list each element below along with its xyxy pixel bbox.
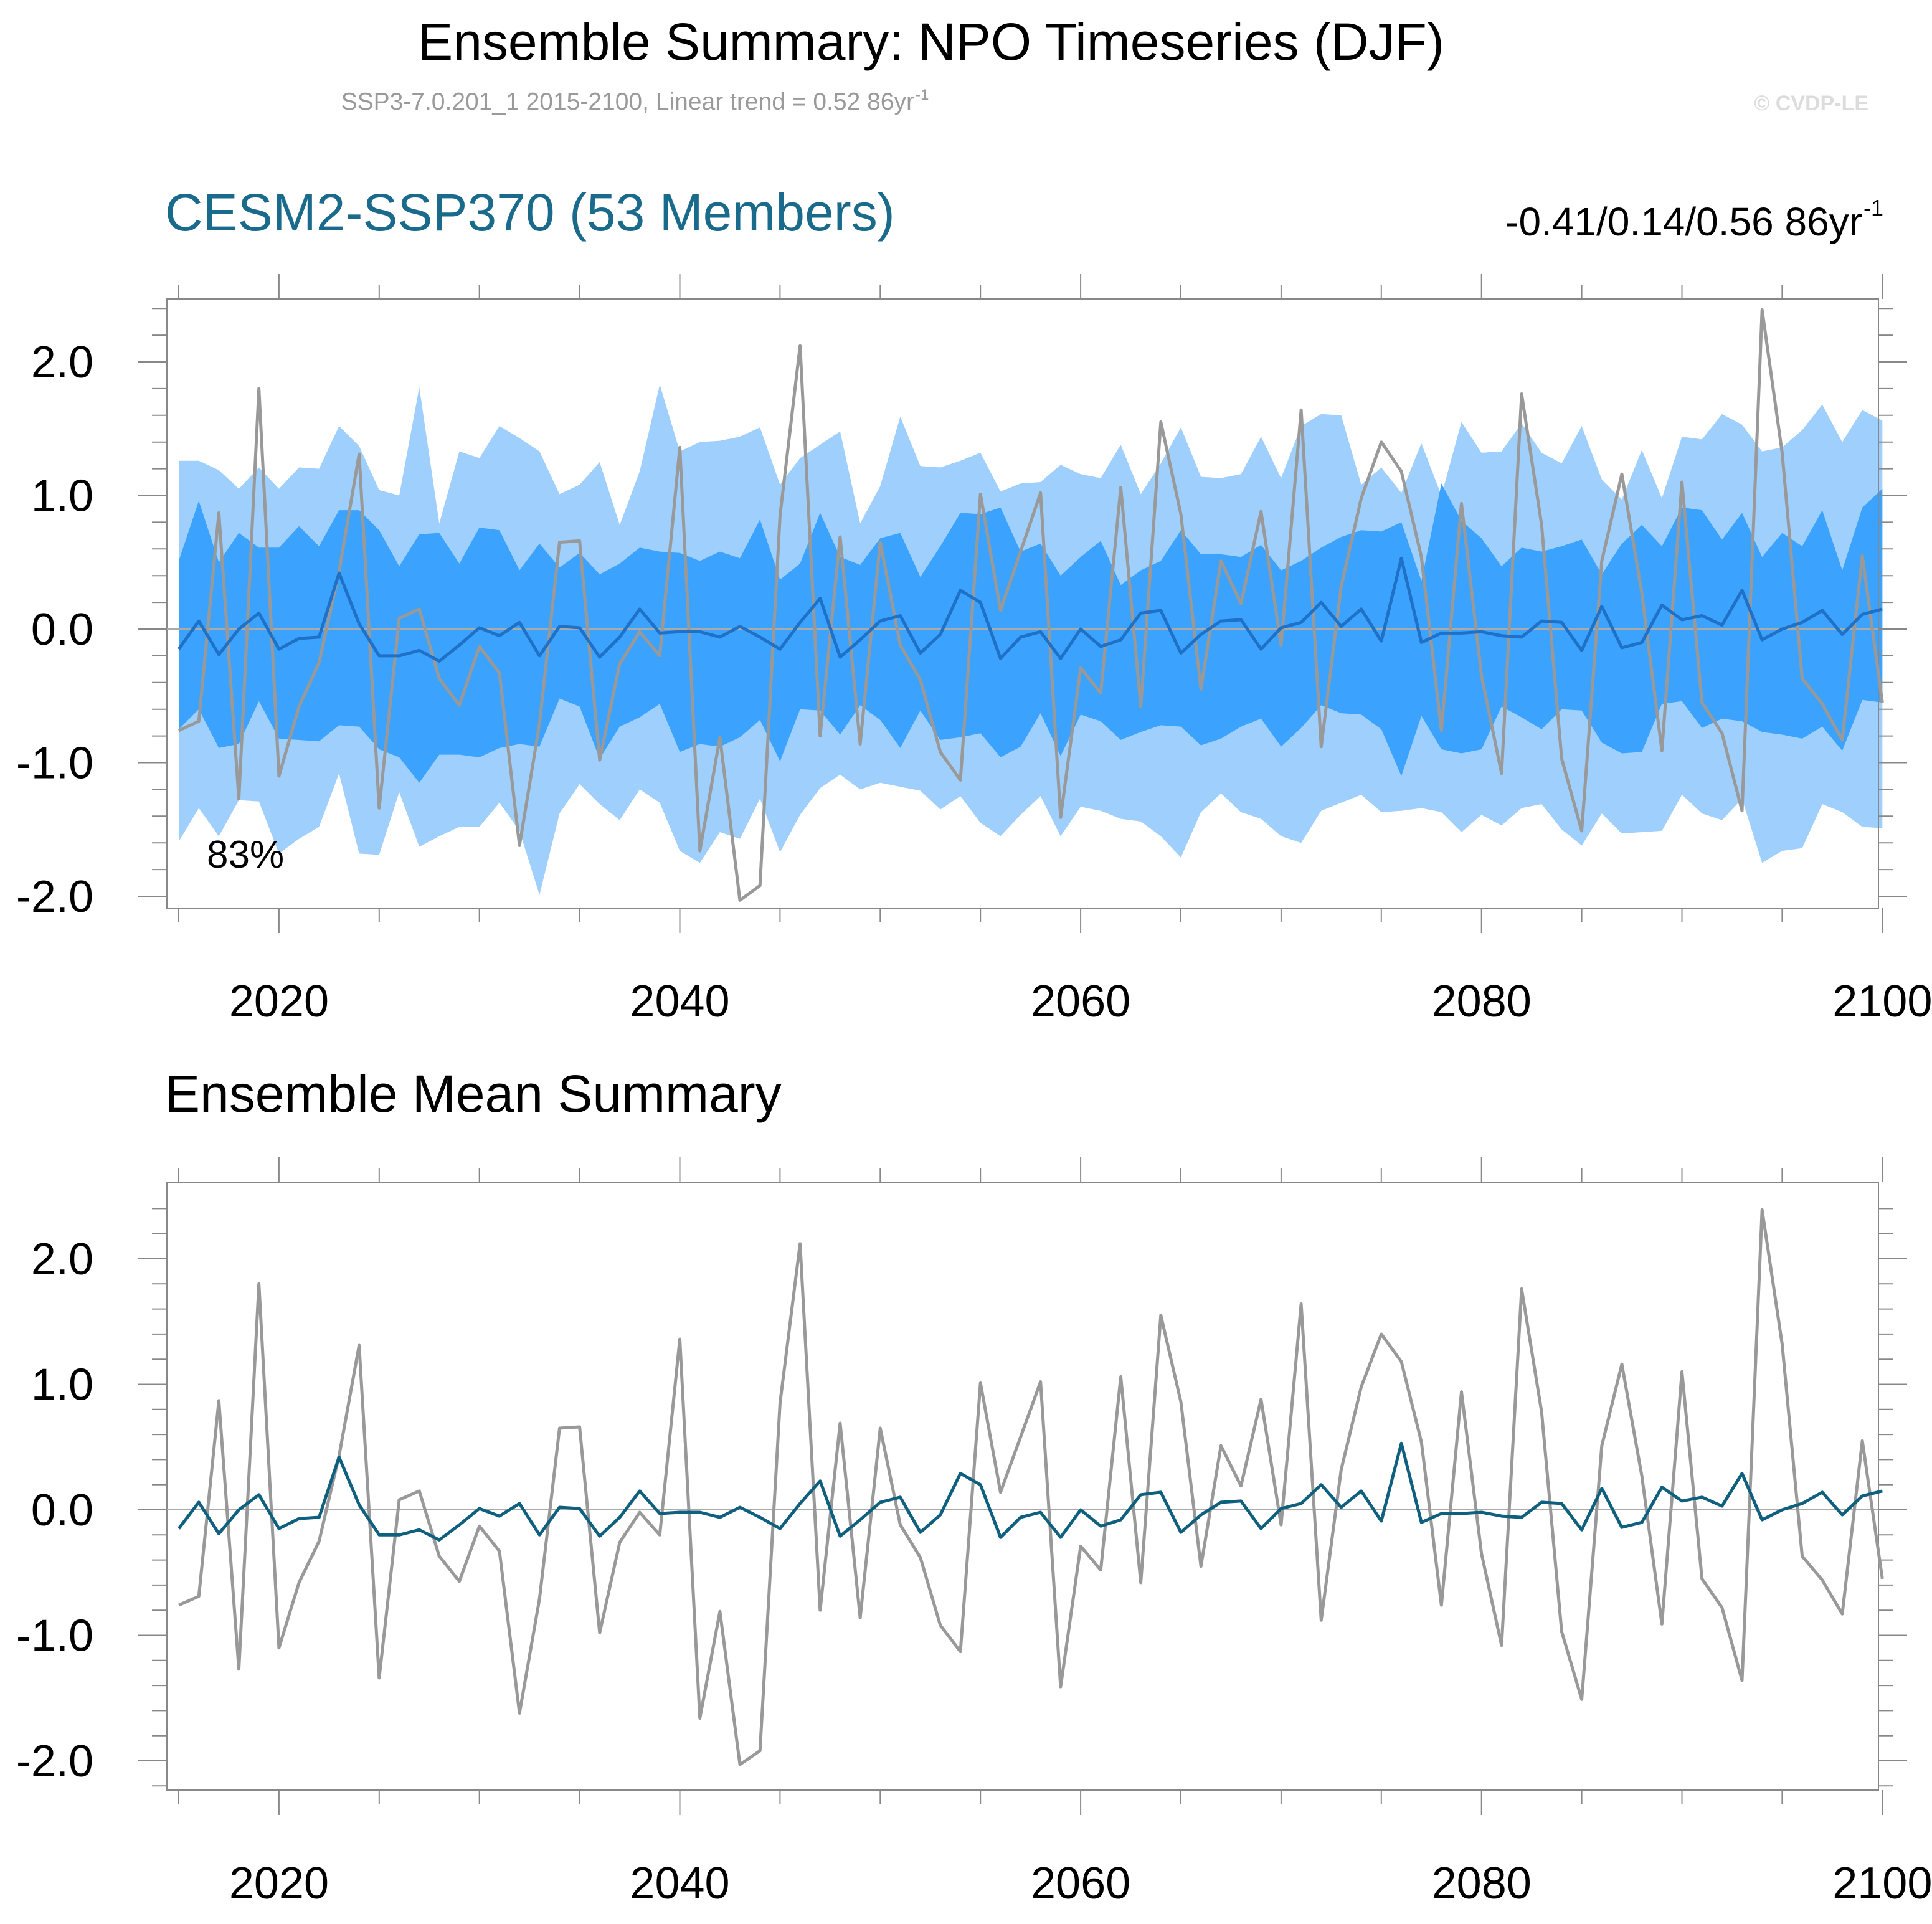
ensemble-mean-line bbox=[177, 556, 1883, 663]
panel1-xtick-label: 2100 bbox=[1832, 977, 1932, 1026]
panel2-observations-line bbox=[178, 1208, 1884, 1766]
panel1-ytick-label: 1.0 bbox=[31, 472, 93, 521]
panel2-xtick-label: 2020 bbox=[229, 1859, 329, 1908]
panel2-ytick-label: -1.0 bbox=[16, 1611, 93, 1661]
figure-subtitle-superscript: -1 bbox=[916, 87, 929, 103]
panel2-ytick-label: 0.0 bbox=[31, 1486, 93, 1535]
panel2-title: Ensemble Mean Summary bbox=[165, 1064, 782, 1123]
figure-title: Ensemble Summary: NPO Timeseries (DJF) bbox=[418, 12, 1444, 71]
ensemble-summary-panel: CESM2-SSP370 (53 Members) -0.41/0.14/0.5… bbox=[16, 183, 1932, 1026]
panel2-ytick-label: 1.0 bbox=[31, 1360, 93, 1410]
panel2-xtick-label: 2080 bbox=[1432, 1859, 1532, 1908]
ensemble-mean-panel: Ensemble Mean Summary 2020 2040 2060 2080 21… bbox=[16, 1064, 1932, 1908]
panel1-plot-frame bbox=[166, 298, 1879, 909]
panel2-xtick-label: 2060 bbox=[1031, 1859, 1130, 1908]
subtitle-text: SSP3-7.0.201_1 2015-2100, Linear trend =… bbox=[341, 88, 914, 115]
panel1-ytick-label: -2.0 bbox=[16, 872, 93, 922]
panel2-xtick-label: 2100 bbox=[1832, 1859, 1932, 1908]
panel2-xtick-label: 2040 bbox=[630, 1859, 729, 1908]
panel1-ytick-label: -1.0 bbox=[16, 739, 93, 789]
percent-annotation: 83% bbox=[207, 833, 284, 876]
panel2-plot-frame bbox=[166, 1182, 1879, 1791]
panel1-title: CESM2-SSP370 (53 Members) bbox=[165, 183, 895, 242]
panel1-ytick-label: 2.0 bbox=[31, 338, 93, 387]
copyright-label: © CVDP-LE bbox=[1754, 92, 1868, 115]
panel1-xtick-label: 2060 bbox=[1031, 977, 1130, 1026]
panel1-ytick-label: 0.0 bbox=[31, 605, 93, 655]
panel2-ytick-label: -2.0 bbox=[16, 1737, 93, 1786]
trend-label-superscript: -1 bbox=[1863, 195, 1883, 220]
panel2-ensemble-mean-line bbox=[178, 1441, 1883, 1542]
panel1-xtick-label: 2040 bbox=[630, 977, 729, 1026]
trend-label: -0.41/0.14/0.56 86yr bbox=[1505, 199, 1862, 244]
figure-subtitle: SSP3-7.0.201_1 2015-2100, Linear trend =… bbox=[341, 88, 914, 115]
panel1-xtick-label: 2020 bbox=[229, 977, 329, 1026]
panel1-xtick-label: 2080 bbox=[1432, 977, 1532, 1026]
observations-line bbox=[178, 308, 1884, 902]
panel2-ytick-label: 2.0 bbox=[31, 1234, 93, 1284]
